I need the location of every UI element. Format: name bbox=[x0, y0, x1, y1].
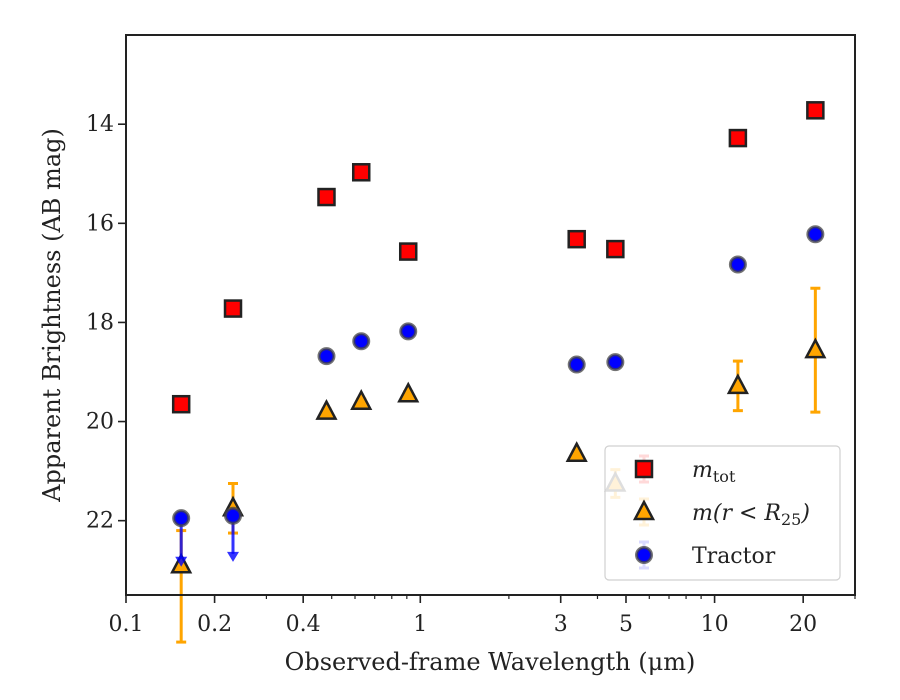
x-axis-label: Observed-frame Wavelength (μm) bbox=[285, 648, 696, 676]
square-point bbox=[728, 128, 748, 148]
square-point bbox=[398, 242, 418, 261]
circle-point bbox=[606, 353, 625, 372]
y-tick-label: 14 bbox=[86, 112, 114, 137]
square-point bbox=[806, 101, 825, 120]
x-tick-label: 0.1 bbox=[109, 612, 144, 637]
legend-label: mtot bbox=[692, 458, 736, 486]
circle-point bbox=[317, 347, 336, 366]
square-point bbox=[567, 229, 586, 249]
y-tick-label: 22 bbox=[86, 509, 114, 534]
x-tick-label: 3 bbox=[554, 612, 568, 637]
upper-limit-arrowhead bbox=[227, 551, 240, 562]
legend-square-marker bbox=[634, 459, 654, 479]
x-tick-label: 5 bbox=[619, 612, 633, 637]
triangle-point bbox=[315, 398, 338, 420]
square-point bbox=[171, 394, 191, 414]
legend-triangle-marker bbox=[632, 499, 656, 521]
circle-point bbox=[172, 509, 191, 528]
data-marks bbox=[170, 101, 827, 644]
square-point bbox=[351, 163, 371, 182]
y-tick-label: 18 bbox=[86, 310, 114, 335]
circle-point bbox=[728, 255, 747, 274]
axis-ticks: 0.1 0.2 0.4 1 3 5 10 20 14 16 18 20 22 bbox=[86, 112, 856, 637]
triangle-point bbox=[804, 337, 827, 359]
circle-point bbox=[224, 506, 243, 525]
legend-circle-marker bbox=[635, 546, 653, 564]
x-tick-label: 1 bbox=[413, 612, 427, 637]
triangle-point bbox=[565, 441, 588, 463]
triangle-point bbox=[350, 389, 373, 410]
plot-frame bbox=[125, 34, 856, 596]
upper-limit-arrowhead bbox=[175, 556, 188, 567]
y-tick-label: 20 bbox=[86, 410, 114, 435]
circle-point bbox=[399, 322, 418, 341]
y-axis-label: Apparent Brightness (AB mag) bbox=[38, 128, 66, 503]
legend: mtot m(r < R25) Tractor bbox=[604, 445, 841, 581]
legend-label: m(r < R25) bbox=[692, 501, 810, 529]
triangle-point bbox=[726, 373, 749, 395]
x-tick-label: 0.4 bbox=[286, 612, 321, 637]
legend-box bbox=[604, 445, 841, 581]
x-tick-label: 0.2 bbox=[197, 612, 232, 637]
circle-point bbox=[567, 355, 586, 374]
triangle-point bbox=[397, 381, 420, 403]
circle-point bbox=[806, 225, 825, 244]
square-point bbox=[223, 299, 243, 318]
circle-point bbox=[352, 332, 371, 351]
square-point bbox=[317, 187, 336, 207]
y-tick-label: 16 bbox=[86, 211, 114, 236]
legend-label: Tractor bbox=[692, 544, 776, 569]
square-point bbox=[606, 239, 625, 259]
x-tick-label: 10 bbox=[701, 612, 729, 637]
x-tick-label: 20 bbox=[789, 612, 817, 637]
